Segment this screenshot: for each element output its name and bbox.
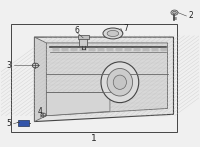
Ellipse shape bbox=[107, 30, 119, 36]
Ellipse shape bbox=[113, 75, 126, 89]
Polygon shape bbox=[34, 37, 46, 122]
Text: 5: 5 bbox=[7, 119, 12, 128]
Text: 4: 4 bbox=[38, 107, 43, 116]
Circle shape bbox=[173, 11, 176, 14]
Text: 1: 1 bbox=[91, 134, 97, 143]
Ellipse shape bbox=[101, 62, 139, 103]
FancyBboxPatch shape bbox=[11, 24, 177, 132]
Polygon shape bbox=[46, 92, 110, 116]
Text: 7: 7 bbox=[123, 24, 128, 33]
FancyBboxPatch shape bbox=[78, 35, 89, 39]
FancyBboxPatch shape bbox=[79, 37, 87, 46]
Circle shape bbox=[41, 113, 46, 117]
Circle shape bbox=[171, 10, 178, 15]
Text: 3: 3 bbox=[7, 61, 12, 70]
Circle shape bbox=[32, 63, 39, 68]
Polygon shape bbox=[44, 43, 168, 116]
FancyBboxPatch shape bbox=[18, 120, 29, 126]
Polygon shape bbox=[34, 37, 173, 122]
Text: 2: 2 bbox=[188, 11, 193, 20]
Ellipse shape bbox=[107, 69, 133, 96]
Polygon shape bbox=[44, 43, 168, 116]
Ellipse shape bbox=[103, 28, 123, 39]
Text: 6: 6 bbox=[75, 26, 80, 35]
